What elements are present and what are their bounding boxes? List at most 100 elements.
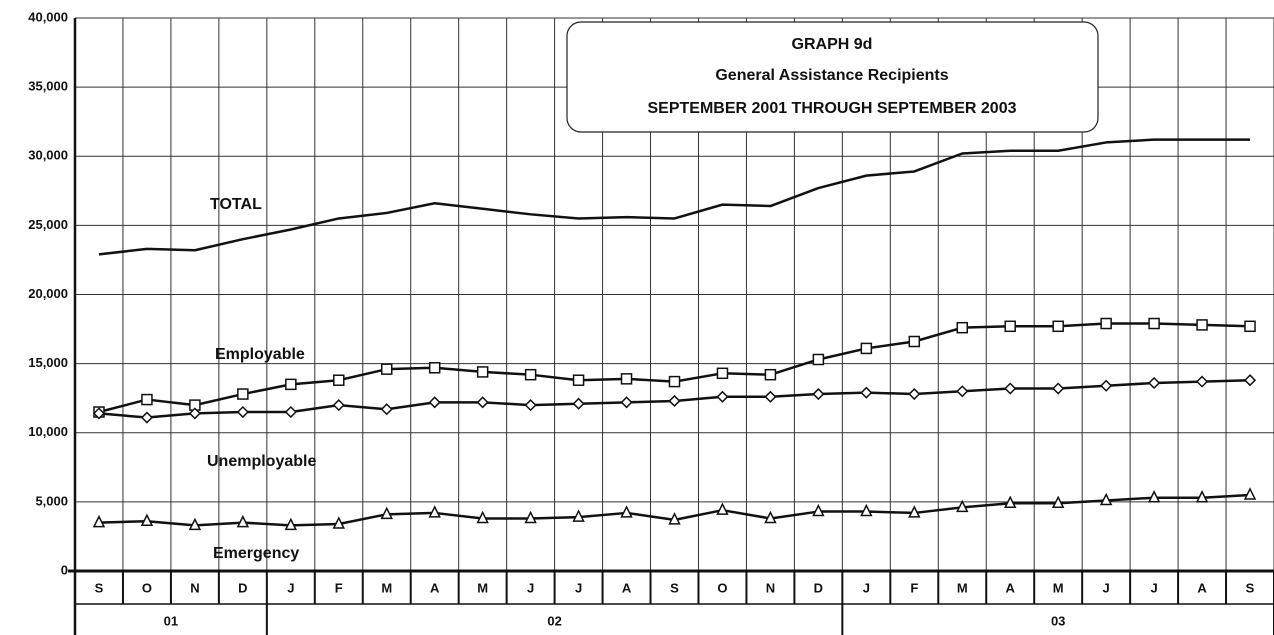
x-tick-label: A	[430, 580, 440, 595]
x-tick-label: A	[1197, 580, 1207, 595]
marker	[1004, 382, 1017, 395]
x-tick-label: F	[910, 580, 918, 595]
x-tick-label: J	[1103, 580, 1110, 595]
marker	[1004, 320, 1016, 333]
x-tick-label: D	[814, 580, 823, 595]
marker	[908, 387, 921, 401]
marker	[428, 505, 441, 518]
marker	[572, 374, 585, 386]
year-label: 03	[1051, 613, 1065, 628]
x-tick-label: J	[287, 580, 294, 595]
marker	[860, 503, 873, 517]
marker	[860, 342, 873, 355]
marker	[572, 509, 585, 522]
marker	[956, 499, 969, 513]
marker	[812, 387, 825, 401]
series-label: Emergency	[213, 545, 299, 562]
marker	[764, 510, 777, 524]
x-tick-label: J	[1150, 580, 1157, 595]
marker	[140, 513, 154, 526]
marker	[285, 378, 297, 391]
marker	[284, 517, 298, 531]
series-label: Employable	[215, 346, 305, 363]
x-tick-label: N	[766, 580, 775, 595]
marker	[764, 390, 777, 403]
chart-subtitle: General Assistance Recipients	[715, 67, 948, 84]
marker	[1243, 487, 1257, 500]
marker	[716, 502, 729, 515]
marker	[764, 368, 777, 381]
marker	[1004, 495, 1017, 509]
marker	[237, 388, 249, 400]
marker	[380, 363, 393, 375]
marker	[524, 368, 537, 381]
marker	[524, 399, 537, 412]
marker	[812, 353, 825, 366]
marker	[140, 411, 154, 424]
marker	[908, 335, 921, 348]
marker	[1099, 492, 1113, 506]
marker	[380, 403, 393, 416]
x-tick-label: A	[622, 580, 632, 595]
y-tick-label: 5,000	[35, 493, 68, 508]
marker	[1100, 379, 1113, 392]
marker	[236, 405, 249, 419]
marker	[476, 510, 489, 524]
x-tick-label: M	[477, 580, 488, 595]
marker	[1052, 382, 1065, 395]
marker	[956, 321, 969, 334]
marker	[476, 396, 489, 409]
series-label: Unemployable	[207, 453, 316, 470]
x-tick-label: O	[717, 580, 727, 595]
y-tick-label: 0	[61, 562, 68, 577]
title-box	[566, 21, 1099, 133]
x-tick-label: S	[670, 580, 679, 595]
marker	[620, 505, 633, 518]
marker	[332, 516, 345, 529]
y-tick-label: 15,000	[28, 355, 68, 370]
x-tick-label: J	[575, 580, 582, 595]
marker	[524, 510, 537, 524]
marker	[1244, 320, 1256, 333]
marker	[428, 396, 441, 409]
marker	[1243, 374, 1257, 387]
marker	[1052, 320, 1064, 333]
chart-title: GRAPH 9d	[792, 36, 873, 53]
marker	[428, 362, 441, 374]
marker	[572, 397, 585, 410]
marker	[620, 373, 633, 385]
marker	[332, 399, 345, 412]
marker	[1147, 490, 1161, 503]
y-tick-label: 40,000	[28, 9, 68, 24]
marker	[1051, 495, 1065, 509]
marker	[668, 394, 681, 408]
x-tick-label: D	[238, 580, 247, 595]
marker	[908, 505, 921, 518]
chart-subtitle: SEPTEMBER 2001 THROUGH SEPTEMBER 2003	[648, 100, 1017, 117]
marker	[860, 386, 873, 399]
marker	[1195, 490, 1209, 503]
x-tick-label: S	[95, 580, 104, 595]
marker	[1196, 319, 1208, 331]
marker	[956, 385, 969, 398]
marker	[380, 506, 393, 520]
marker	[1148, 317, 1160, 330]
marker	[141, 393, 153, 406]
line	[98, 138, 1251, 256]
x-tick-label: J	[527, 580, 534, 595]
marker	[1195, 375, 1209, 388]
year-label: 02	[547, 613, 561, 628]
year-label: 01	[164, 613, 178, 628]
marker	[716, 390, 729, 403]
marker	[812, 503, 825, 517]
marker	[92, 514, 106, 528]
y-tick-label: 30,000	[28, 148, 68, 163]
x-tick-label: J	[863, 580, 870, 595]
x-tick-label: A	[1006, 580, 1016, 595]
marker	[668, 375, 681, 388]
marker	[92, 407, 106, 420]
marker	[1100, 317, 1112, 330]
marker	[716, 367, 729, 380]
x-tick-label: M	[957, 580, 968, 595]
